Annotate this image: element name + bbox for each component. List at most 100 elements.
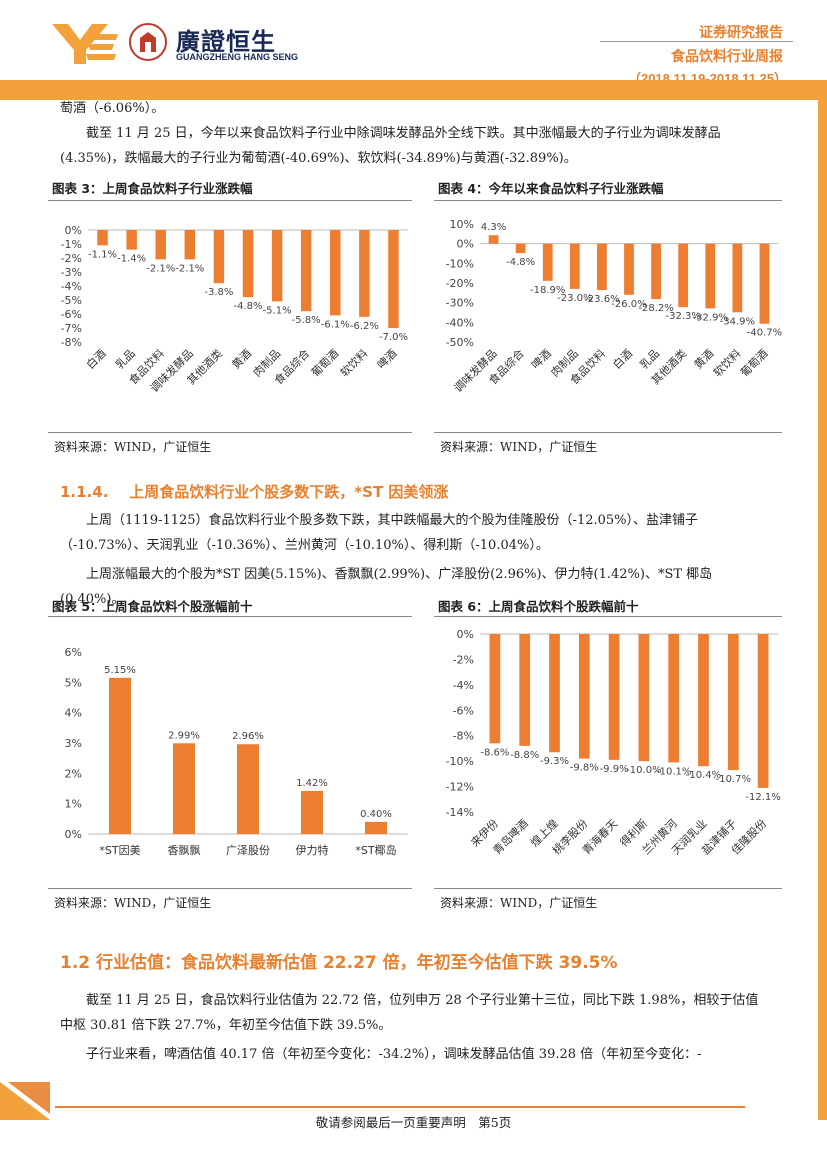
data-label: -2.1%	[175, 263, 204, 274]
data-label: -12.1%	[745, 792, 780, 803]
bar	[126, 230, 137, 250]
y-tick-label: 10%	[450, 218, 474, 231]
figure-3-bottom-rule	[48, 432, 412, 433]
figure-4-top-rule	[434, 200, 782, 201]
section-1-1-4-title: 上周食品饮料行业个股多数下跌，*ST 因美领涨	[129, 483, 449, 501]
bar	[213, 230, 225, 284]
paragraph-continued: 萄酒（-6.06%）。	[60, 101, 165, 116]
paragraph-valuation: 截至 11 月 25 日，食品饮料行业估值为 22.72 倍，位列申万 28 个…	[60, 993, 759, 1033]
data-label: -18.9%	[530, 285, 565, 296]
figure-4-chart: 10%0%-10%-20%-30%-40%-50%4.3%调味发酵品-4.8%食…	[446, 218, 782, 395]
data-label: -9.3%	[540, 756, 569, 767]
bar	[732, 243, 743, 313]
header-divider	[600, 41, 793, 42]
data-label: -28.2%	[638, 303, 673, 314]
paragraph-ytd-subsectors: 截至 11 月 25 日，今年以来食品饮料子行业中除调味发酵品外全线下跌。其中涨…	[60, 126, 721, 166]
figure-6-top-rule	[434, 616, 782, 617]
data-label: -8.8%	[510, 750, 539, 761]
section-1-2-heading: 1.2 行业估值：食品饮料最新估值 22.27 倍，年初至今估值下跌 39.5%	[60, 953, 618, 973]
figure-6-bottom-rule	[434, 888, 782, 889]
y-tick-label: -10%	[446, 257, 474, 270]
category-label: 白酒	[83, 346, 108, 371]
y-tick-label: -6%	[61, 308, 82, 321]
category-label: 软饮料	[710, 346, 743, 379]
category-label: 葡萄酒	[738, 347, 771, 380]
y-tick-label: -8%	[453, 730, 474, 743]
data-label: 0.40%	[360, 809, 392, 820]
figure-5-top-rule	[48, 616, 412, 617]
bar	[300, 230, 312, 312]
y-tick-label: -40%	[446, 316, 474, 329]
bar	[678, 243, 689, 308]
company-logo-mark	[52, 24, 118, 64]
section-1-1-4-heading: 1.1.4. 上周食品饮料行业个股多数下跌，*ST 因美领涨	[60, 481, 448, 502]
figure-6-title: 图表 6：上周食品饮料个股跌幅前十	[438, 599, 639, 614]
company-seal-icon	[129, 23, 167, 61]
report-type: 证券研究报告	[699, 25, 783, 41]
data-label: -26.0%	[611, 299, 646, 310]
paragraph-top-losers: 上周（1119-1125）食品饮料行业个股多数下跌，其中跌幅最大的个股为佳隆股份…	[60, 513, 699, 553]
y-tick-label: -1%	[61, 238, 82, 251]
figure-6-source: 资料来源：WIND，广证恒生	[440, 896, 598, 910]
category-label: 调味发酵品	[451, 346, 500, 395]
data-label: -3.8%	[204, 287, 233, 298]
data-label: -4.8%	[506, 257, 535, 268]
footer-rule	[55, 1106, 745, 1108]
category-label: *ST因美	[99, 844, 140, 857]
figure-3-source: 资料来源：WIND，广证恒生	[54, 440, 212, 454]
category-label: 白酒	[610, 346, 635, 371]
bar	[578, 634, 590, 759]
data-label: -5.1%	[263, 305, 292, 316]
paragraph-top-gainers: 上周涨幅最大的个股为*ST 因美(5.15%)、香飘飘(2.99%)、广泽股份(…	[60, 567, 713, 607]
bar	[638, 634, 650, 762]
figure-4-source: 资料来源：WIND，广证恒生	[440, 440, 598, 454]
figure-3-top-rule	[48, 200, 412, 201]
bar	[242, 230, 254, 298]
bar	[651, 243, 661, 300]
data-label: 2.96%	[232, 731, 264, 742]
y-tick-label: -30%	[446, 297, 474, 310]
brand-name-cn: 廣證恒生	[176, 28, 276, 56]
figure-5-chart: 6% 5% 4% 3% 2% 1% 0% 5.15% *ST因美 2.99% 香飘飘 2.96% 广泽股…	[65, 646, 408, 857]
data-label: -6.2%	[350, 321, 379, 332]
data-label: 4.3%	[481, 222, 506, 233]
y-tick-label: 0%	[65, 828, 82, 841]
y-tick-label: -2%	[61, 252, 82, 265]
y-tick-label: -4%	[61, 280, 82, 293]
bar	[759, 243, 770, 324]
data-label: -34.9%	[720, 316, 755, 327]
bar	[569, 243, 580, 289]
data-label: -4.8%	[233, 301, 262, 312]
y-tick-label: -8%	[61, 336, 82, 349]
bar	[365, 821, 387, 834]
y-tick-label: -2%	[453, 653, 474, 666]
figure-5-title: 图表 5：上周食品饮料个股涨幅前十	[52, 599, 253, 614]
data-label: -9.8%	[570, 763, 599, 774]
y-tick-label: -7%	[61, 322, 82, 335]
data-label: -40.7%	[747, 328, 782, 339]
data-label: -10.7%	[716, 774, 751, 785]
report-name: 食品饮料行业周报	[671, 49, 783, 65]
data-label: -32.3%	[665, 311, 700, 322]
y-tick-label: -12%	[446, 781, 474, 794]
data-label: -32.9%	[693, 312, 728, 323]
data-label: -23.0%	[557, 293, 592, 304]
bar	[549, 634, 560, 753]
figure-5-bottom-rule	[48, 888, 412, 889]
bar	[668, 634, 680, 763]
bar	[271, 230, 283, 302]
bar	[542, 243, 553, 281]
bar	[330, 230, 341, 316]
bar	[519, 634, 531, 746]
y-tick-label: -4%	[453, 679, 474, 692]
bar	[624, 243, 634, 295]
y-tick-label: 2%	[65, 767, 82, 780]
bar	[184, 230, 196, 260]
bar	[388, 230, 399, 328]
brand-name-en: GUANGZHENG HANG SENG	[176, 52, 299, 62]
bar	[155, 230, 166, 260]
y-tick-label: 3%	[65, 737, 82, 750]
y-tick-label: 0%	[65, 224, 82, 237]
category-label: 伊力特	[296, 843, 329, 857]
y-tick-label: 1%	[65, 798, 82, 811]
